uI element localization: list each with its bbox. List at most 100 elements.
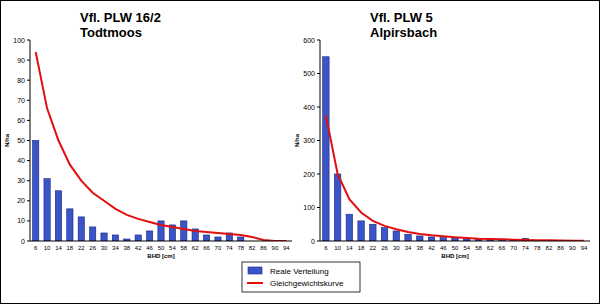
y-axis-label: N/ha [4, 133, 10, 147]
legend-label: Gleichgewichtskurve [270, 279, 344, 288]
x-tick-label: 82 [546, 245, 553, 251]
x-axis [30, 241, 292, 242]
bar [146, 231, 152, 241]
bar [334, 174, 340, 241]
bar [181, 221, 187, 241]
x-tick-label: 6 [324, 245, 328, 251]
x-tick-label: 38 [416, 245, 423, 251]
x-tick-label: 86 [260, 245, 267, 251]
subtitle: Alpirsbach [370, 25, 437, 40]
x-tick-label: 54 [463, 245, 470, 251]
x-tick-label: 46 [146, 245, 153, 251]
x-tick-label: 62 [192, 245, 199, 251]
y-tick-label: 100 [13, 37, 25, 44]
x-tick-label: 70 [215, 245, 222, 251]
bar [112, 235, 118, 241]
y-tick-label: 300 [303, 137, 315, 144]
bar [393, 231, 399, 241]
bar [440, 238, 446, 241]
y-tick-label: 50 [17, 137, 25, 144]
bar [405, 234, 411, 241]
x-tick-label: 46 [440, 245, 447, 251]
x-tick-label: 26 [381, 245, 388, 251]
x-tick-label: 22 [78, 245, 85, 251]
bar [33, 141, 39, 242]
bar [346, 214, 352, 241]
bar [370, 224, 376, 241]
y-tick-label: 70 [17, 97, 25, 104]
bar [428, 237, 434, 241]
bar [358, 221, 364, 241]
y-tick-label: 10 [17, 217, 25, 224]
x-tick-label: 38 [123, 245, 130, 251]
plot-marks [323, 57, 584, 241]
x-tick-label: 6 [34, 245, 38, 251]
x-tick-label: 50 [158, 245, 165, 251]
bar [90, 227, 96, 241]
x-tick-label: 70 [510, 245, 517, 251]
legend-swatch [248, 267, 262, 274]
bar [55, 191, 61, 241]
x-tick-label: 50 [452, 245, 459, 251]
y-tick-label: 100 [303, 204, 315, 211]
legend-swatch [247, 282, 263, 284]
bar [417, 236, 423, 241]
bar [238, 237, 244, 241]
x-tick-label: 26 [89, 245, 96, 251]
y-axis [320, 40, 321, 241]
x-tick-label: 82 [249, 245, 256, 251]
bar [323, 57, 329, 241]
x-axis-label: BHD [cm] [147, 253, 174, 259]
y-tick-label: 0 [311, 238, 315, 245]
legend-label: Reale Verteilung [270, 267, 329, 276]
y-tick-label: 400 [303, 104, 315, 111]
legend: Reale Verteilung Gleichgewichtskurve [242, 262, 360, 292]
x-tick-label: 14 [55, 245, 62, 251]
x-tick-label: 74 [522, 245, 529, 251]
x-tick-label: 30 [393, 245, 400, 251]
line [326, 115, 584, 240]
bar [44, 179, 50, 241]
frame [1, 1, 600, 304]
x-tick-label: 86 [557, 245, 564, 251]
y-tick-label: 40 [17, 157, 25, 164]
x-tick-label: 90 [272, 245, 279, 251]
y-tick-label: 30 [17, 177, 25, 184]
x-axis [320, 241, 590, 242]
x-tick-label: 74 [226, 245, 233, 251]
x-tick-label: 18 [67, 245, 74, 251]
x-tick-label: 18 [358, 245, 365, 251]
x-tick-label: 58 [475, 245, 482, 251]
bar [215, 237, 221, 241]
x-tick-label: 94 [283, 245, 290, 251]
legend-box [242, 262, 360, 292]
y-tick-label: 500 [303, 70, 315, 77]
bar [381, 228, 387, 241]
y-axis [30, 40, 31, 241]
plot-marks [33, 52, 287, 241]
x-tick-label: 42 [135, 245, 142, 251]
y-tick-label: 600 [303, 37, 315, 44]
x-tick-label: 66 [203, 245, 210, 251]
x-tick-label: 30 [101, 245, 108, 251]
y-tick-label: 0 [21, 238, 25, 245]
x-tick-label: 10 [334, 245, 341, 251]
chart: 0102030405060708090100610141822263034384… [4, 10, 292, 259]
x-tick-label: 66 [499, 245, 506, 251]
x-tick-label: 62 [487, 245, 494, 251]
x-tick-label: 58 [180, 245, 187, 251]
x-tick-label: 34 [112, 245, 119, 251]
x-tick-label: 78 [534, 245, 541, 251]
x-tick-label: 94 [581, 245, 588, 251]
x-axis-label: BHD [cm] [441, 253, 468, 259]
x-tick-label: 42 [428, 245, 435, 251]
x-tick-label: 54 [169, 245, 176, 251]
bar [67, 209, 73, 241]
figure: 0102030405060708090100610141822263034384… [0, 0, 600, 304]
y-tick-label: 90 [17, 57, 25, 64]
x-tick-label: 14 [346, 245, 353, 251]
x-tick-label: 10 [44, 245, 51, 251]
bar [135, 235, 141, 241]
subtitle: Todtmoos [80, 25, 142, 40]
line [36, 52, 287, 241]
